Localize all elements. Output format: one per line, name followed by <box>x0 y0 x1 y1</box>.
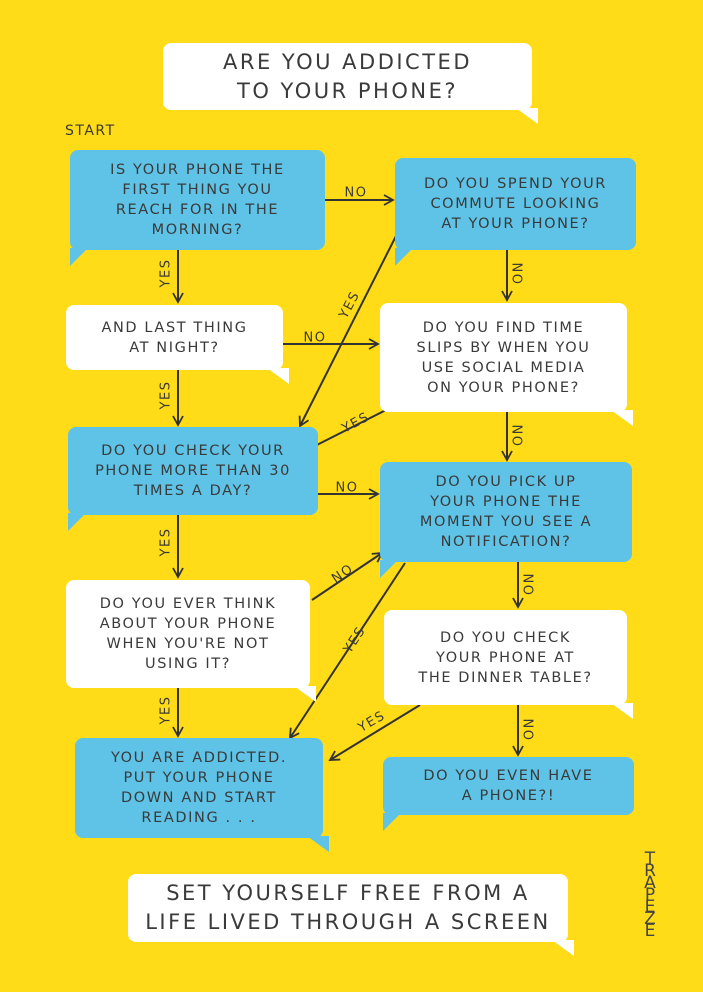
node-q9: DO YOU EVEN HAVE A PHONE?! <box>383 757 634 831</box>
node-text: DO YOU CHECK YOUR PHONE AT THE DINNER TA… <box>418 629 593 686</box>
edge-label: YES <box>355 708 388 736</box>
footer-bubble: SET YOURSELF FREE FROM A LIFE LIVED THRO… <box>128 874 574 956</box>
arrow-line <box>288 562 406 740</box>
node-text: AND LAST THING AT NIGHT? <box>101 319 248 356</box>
edge-label: YES <box>159 528 174 558</box>
speech-tail <box>380 560 398 578</box>
start-label: START <box>65 123 116 139</box>
edge-label: NO <box>509 263 524 286</box>
edge-label: YES <box>159 381 174 411</box>
node-text: YOU ARE ADDICTED. PUT YOUR PHONE DOWN AN… <box>110 750 288 826</box>
edge-label: NO <box>509 425 524 448</box>
edge-label: NO <box>345 186 368 201</box>
edge-label: YES <box>340 624 369 657</box>
speech-tail <box>267 368 289 384</box>
edge-label: YES <box>159 696 174 726</box>
node-q6: DO YOU PICK UP YOUR PHONE THE MOMENT YOU… <box>380 462 632 578</box>
node-text: DO YOU EVEN HAVE A PHONE?! <box>423 768 594 804</box>
edge-q8-to-addicted: YES <box>328 704 421 761</box>
speech-tail <box>611 703 633 719</box>
speech-tail <box>307 836 329 852</box>
edge-label: NO <box>520 574 535 597</box>
arrow-line <box>311 551 384 601</box>
edge-label: NO <box>304 331 327 346</box>
speech-tail <box>395 248 413 266</box>
node-text: DO YOU CHECK YOUR PHONE MORE THAN 30 TIM… <box>95 443 291 499</box>
node-q1: IS YOUR PHONE THE FIRST THING YOU REACH … <box>70 150 325 266</box>
speech-tail <box>516 108 538 124</box>
node-q2: DO YOU SPEND YOUR COMMUTE LOOKING AT YOU… <box>395 158 636 266</box>
node-q5: DO YOU CHECK YOUR PHONE MORE THAN 30 TIM… <box>68 427 318 531</box>
node-text: IS YOUR PHONE THE FIRST THING YOU REACH … <box>110 162 285 238</box>
node-q3: AND LAST THING AT NIGHT? <box>66 305 289 384</box>
edge-q4-to-q6: NO <box>501 412 524 462</box>
edge-label: YES <box>159 259 174 289</box>
arrow-line <box>328 704 421 761</box>
node-q8: DO YOU CHECK YOUR PHONE AT THE DINNER TA… <box>384 610 633 719</box>
edge-q5-to-q6: NO <box>318 481 380 500</box>
edge-q1-to-q3: YES <box>159 250 184 304</box>
edge-q7-to-addicted: YES <box>159 688 184 738</box>
edge-q6-to-q8: NO <box>512 562 535 609</box>
edge-label: NO <box>520 719 535 742</box>
speech-tail <box>68 513 86 531</box>
edge-label: YES <box>336 289 363 322</box>
node-text: DO YOU EVER THINK ABOUT YOUR PHONE WHEN … <box>99 596 277 672</box>
edge-label: NO <box>336 481 359 496</box>
arrow-line <box>298 235 397 428</box>
edge-q5-to-q7: YES <box>159 515 184 579</box>
node-q7: DO YOU EVER THINK ABOUT YOUR PHONE WHEN … <box>66 580 316 702</box>
node-text: DO YOU SPEND YOUR COMMUTE LOOKING AT YOU… <box>424 176 607 232</box>
title-bubble: ARE YOU ADDICTED TO YOUR PHONE? <box>163 43 538 124</box>
node-q4: DO YOU FIND TIME SLIPS BY WHEN YOU USE S… <box>380 303 633 426</box>
node-text: DO YOU FIND TIME SLIPS BY WHEN YOU USE S… <box>416 319 591 396</box>
edge-q7-to-q6: NO <box>311 551 384 601</box>
speech-tail <box>552 940 574 956</box>
node-addicted: YOU ARE ADDICTED. PUT YOUR PHONE DOWN AN… <box>75 738 329 852</box>
edge-q8-to-q9: NO <box>512 705 535 757</box>
speech-tail <box>294 686 316 702</box>
page-title: ARE YOU ADDICTED TO YOUR PHONE? <box>223 49 472 103</box>
edge-q1-to-q2: NO <box>325 186 395 206</box>
edge-label: YES <box>339 410 372 437</box>
edge-q3-to-q5: YES <box>159 370 184 427</box>
edge-q2-to-q4: NO <box>501 250 524 302</box>
node-text: DO YOU PICK UP YOUR PHONE THE MOMENT YOU… <box>419 474 593 550</box>
edge-q3-to-q4: NO <box>283 331 380 350</box>
footer-text: SET YOURSELF FREE FROM A LIFE LIVED THRO… <box>145 881 551 934</box>
edge-label: NO <box>329 561 356 586</box>
speech-tail <box>611 410 633 426</box>
speech-tail <box>383 813 401 831</box>
speech-tail <box>70 248 88 266</box>
